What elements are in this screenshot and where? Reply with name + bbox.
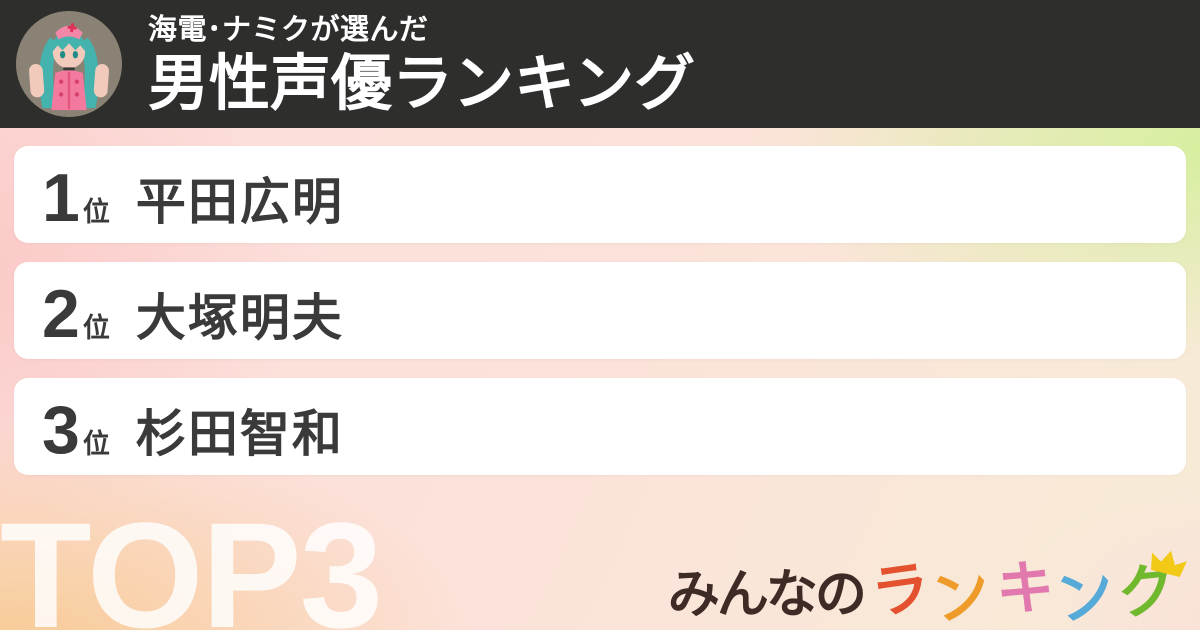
header: 海電･ナミクが選んだ 男性声優ランキング bbox=[0, 0, 1200, 128]
ranking-body: 1 位 平田広明 2 位 大塚明夫 3 位 杉田智和 TOP3 みんなの ラ ン… bbox=[0, 128, 1200, 630]
rank-badge: 1 位 bbox=[42, 164, 110, 232]
entry-name: 大塚明夫 bbox=[135, 289, 344, 346]
chooser-subtitle: 海電･ナミクが選んだ bbox=[148, 13, 429, 46]
rank-number: 2 bbox=[42, 275, 80, 352]
logo-char-n1: ン bbox=[925, 556, 998, 630]
nurse-character-avatar-icon bbox=[15, 10, 123, 118]
rank-badge: 2 位 bbox=[42, 280, 110, 348]
page-title: 男性声優ランキング bbox=[148, 49, 696, 118]
entry-name: 杉田智和 bbox=[135, 405, 344, 462]
rank-number: 1 bbox=[42, 159, 80, 236]
logo-char-n2: ン bbox=[1049, 556, 1122, 630]
rank-badge: 3 位 bbox=[42, 396, 110, 464]
avatar bbox=[15, 10, 123, 118]
logo-char-ra: ラ bbox=[867, 554, 934, 627]
logo-prefix: みんなの bbox=[667, 566, 867, 624]
rank-suffix: 位 bbox=[82, 428, 110, 459]
rank-suffix: 位 bbox=[82, 312, 110, 343]
ranking-card-3: 3 位 杉田智和 bbox=[14, 378, 1186, 475]
rank-suffix: 位 bbox=[82, 196, 110, 227]
crown-icon bbox=[1151, 550, 1187, 578]
ranking-card-1: 1 位 平田広明 bbox=[14, 146, 1186, 243]
rank-number: 3 bbox=[42, 391, 80, 468]
minna-no-ranking-logo: みんなの ラ ン キ ン グ bbox=[667, 550, 1187, 630]
ranking-card-2: 2 位 大塚明夫 bbox=[14, 262, 1186, 359]
logo-char-ki: キ bbox=[994, 554, 1057, 623]
header-text: 海電･ナミクが選んだ 男性声優ランキング bbox=[148, 13, 695, 116]
entry-name: 平田広明 bbox=[135, 173, 344, 230]
top3-watermark: TOP3 bbox=[0, 491, 383, 630]
